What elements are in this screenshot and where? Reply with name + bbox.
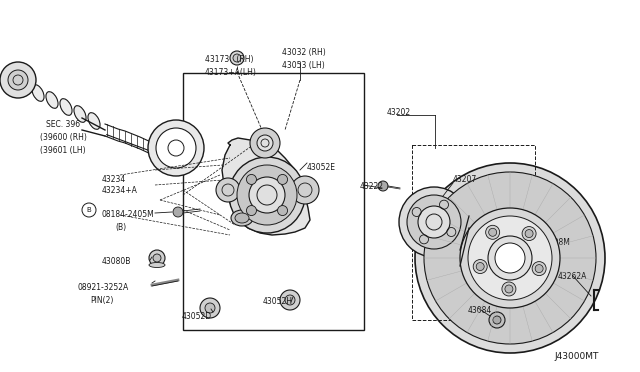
Ellipse shape — [88, 113, 100, 129]
Circle shape — [460, 208, 560, 308]
Text: PIN(2): PIN(2) — [90, 296, 113, 305]
Ellipse shape — [74, 106, 86, 122]
Circle shape — [230, 51, 244, 65]
Circle shape — [495, 243, 525, 273]
Text: 43173+A(LH): 43173+A(LH) — [205, 68, 257, 77]
Text: 44098M: 44098M — [540, 238, 571, 247]
Circle shape — [246, 174, 257, 185]
Text: 43173   (RH): 43173 (RH) — [205, 55, 253, 64]
Text: 43202: 43202 — [387, 108, 411, 117]
Circle shape — [493, 316, 501, 324]
Circle shape — [522, 227, 536, 241]
Circle shape — [148, 120, 204, 176]
Circle shape — [156, 128, 196, 168]
Circle shape — [249, 177, 285, 213]
Circle shape — [278, 174, 287, 185]
Circle shape — [476, 263, 484, 270]
Circle shape — [489, 312, 505, 328]
Text: B: B — [86, 207, 92, 213]
Circle shape — [233, 54, 241, 62]
Text: 43222: 43222 — [360, 182, 384, 191]
Text: 43234: 43234 — [102, 175, 126, 184]
Text: 43032 (RH): 43032 (RH) — [282, 48, 326, 57]
Circle shape — [173, 207, 183, 217]
Circle shape — [257, 135, 273, 151]
Circle shape — [250, 128, 280, 158]
Ellipse shape — [149, 263, 165, 267]
Circle shape — [216, 178, 240, 202]
Text: 43234+A: 43234+A — [102, 186, 138, 195]
Ellipse shape — [235, 213, 249, 223]
Circle shape — [418, 206, 450, 238]
Text: 43052H: 43052H — [263, 297, 293, 306]
Circle shape — [280, 290, 300, 310]
Text: J43000MT: J43000MT — [554, 352, 598, 361]
Text: SEC. 396: SEC. 396 — [46, 120, 80, 129]
Circle shape — [399, 187, 469, 257]
Circle shape — [378, 181, 388, 191]
Text: 08184-2405M: 08184-2405M — [102, 210, 155, 219]
Circle shape — [424, 172, 596, 344]
Text: 43052E: 43052E — [307, 163, 336, 172]
Circle shape — [0, 62, 36, 98]
Circle shape — [486, 225, 500, 239]
Text: 43080B: 43080B — [102, 257, 131, 266]
Text: (B): (B) — [115, 223, 126, 232]
Circle shape — [525, 230, 533, 238]
Circle shape — [229, 157, 305, 233]
Circle shape — [468, 216, 552, 300]
Circle shape — [535, 264, 543, 273]
Text: 43053 (LH): 43053 (LH) — [282, 61, 324, 70]
Circle shape — [505, 285, 513, 293]
Bar — [183, 73, 364, 330]
Circle shape — [415, 163, 605, 353]
Circle shape — [8, 70, 28, 90]
Circle shape — [532, 262, 546, 276]
Circle shape — [246, 206, 257, 215]
Circle shape — [237, 165, 297, 225]
Text: (39601 (LH): (39601 (LH) — [40, 146, 86, 155]
Circle shape — [153, 254, 161, 262]
Text: (39600 (RH): (39600 (RH) — [40, 133, 87, 142]
Ellipse shape — [60, 99, 72, 115]
Ellipse shape — [32, 85, 44, 101]
Polygon shape — [222, 138, 310, 235]
Ellipse shape — [231, 210, 253, 226]
Circle shape — [488, 236, 532, 280]
Circle shape — [407, 195, 461, 249]
Circle shape — [291, 176, 319, 204]
Bar — [412, 145, 535, 320]
Circle shape — [278, 206, 287, 215]
Text: 43207: 43207 — [453, 175, 477, 184]
Text: 43052D: 43052D — [182, 312, 212, 321]
Circle shape — [285, 295, 295, 305]
Text: 08921-3252A: 08921-3252A — [78, 283, 129, 292]
Circle shape — [473, 260, 487, 273]
Circle shape — [200, 298, 220, 318]
Ellipse shape — [18, 78, 30, 94]
Circle shape — [540, 242, 546, 248]
Text: 43084: 43084 — [468, 306, 492, 315]
Ellipse shape — [46, 92, 58, 108]
Text: 43262A: 43262A — [558, 272, 588, 281]
Circle shape — [536, 238, 550, 252]
Circle shape — [502, 282, 516, 296]
Circle shape — [205, 303, 215, 313]
Circle shape — [149, 250, 165, 266]
Circle shape — [489, 228, 497, 236]
